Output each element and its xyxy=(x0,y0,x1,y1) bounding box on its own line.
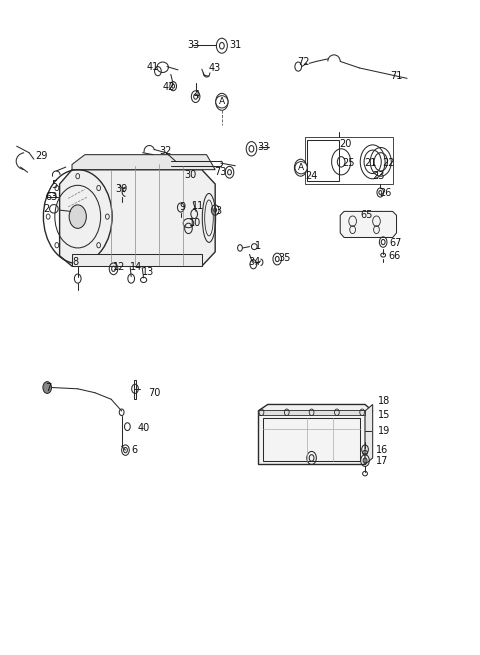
Text: 10: 10 xyxy=(189,218,201,228)
Text: 35: 35 xyxy=(278,253,290,263)
Text: 19: 19 xyxy=(378,426,391,436)
Text: 1: 1 xyxy=(255,241,262,251)
Text: 41: 41 xyxy=(147,62,159,71)
Text: 20: 20 xyxy=(339,139,352,149)
Polygon shape xyxy=(72,254,202,266)
Bar xyxy=(263,418,360,460)
Text: 12: 12 xyxy=(113,262,125,272)
Text: 18: 18 xyxy=(378,396,391,405)
Text: 2: 2 xyxy=(43,204,49,214)
Text: 26: 26 xyxy=(379,188,392,198)
Text: 63: 63 xyxy=(45,192,58,202)
Text: 43: 43 xyxy=(209,63,221,73)
Text: 13: 13 xyxy=(142,267,155,277)
Text: 32: 32 xyxy=(159,147,171,157)
Text: 24: 24 xyxy=(305,170,317,181)
Text: 29: 29 xyxy=(36,151,48,161)
Text: A: A xyxy=(298,163,304,172)
Text: 22: 22 xyxy=(382,158,395,168)
Circle shape xyxy=(69,205,86,229)
Text: 66: 66 xyxy=(388,252,400,261)
Text: 30: 30 xyxy=(185,170,197,180)
Text: 7: 7 xyxy=(45,383,51,392)
Text: 9: 9 xyxy=(180,202,186,212)
Text: 71: 71 xyxy=(390,71,403,81)
Text: 5: 5 xyxy=(51,180,57,191)
Text: 8: 8 xyxy=(72,257,78,267)
Text: 31: 31 xyxy=(229,40,242,50)
Text: 11: 11 xyxy=(192,201,204,211)
Polygon shape xyxy=(258,404,372,417)
Text: 70: 70 xyxy=(148,388,161,398)
Text: 39: 39 xyxy=(115,184,127,195)
Text: 65: 65 xyxy=(360,210,372,220)
Polygon shape xyxy=(258,411,365,464)
Text: 34: 34 xyxy=(249,257,261,267)
Polygon shape xyxy=(340,212,396,238)
Text: 33: 33 xyxy=(258,143,270,153)
Polygon shape xyxy=(72,155,215,170)
Text: 25: 25 xyxy=(342,158,355,168)
Polygon shape xyxy=(60,170,215,266)
Text: 3: 3 xyxy=(215,206,221,215)
Text: 23: 23 xyxy=(372,170,385,181)
Polygon shape xyxy=(365,404,372,464)
Bar xyxy=(307,140,339,181)
Text: 72: 72 xyxy=(297,57,310,67)
Text: 14: 14 xyxy=(130,263,143,272)
Bar xyxy=(305,137,393,184)
Text: A: A xyxy=(219,98,225,106)
Text: 33: 33 xyxy=(188,40,200,50)
Circle shape xyxy=(43,382,51,394)
Text: 40: 40 xyxy=(138,423,150,433)
Text: 6: 6 xyxy=(131,445,137,455)
Text: 21: 21 xyxy=(364,158,376,168)
Text: 73: 73 xyxy=(214,167,226,178)
Bar xyxy=(258,409,365,415)
Text: 16: 16 xyxy=(375,445,388,455)
Text: 4: 4 xyxy=(193,90,199,100)
Text: 17: 17 xyxy=(375,456,388,466)
Text: 15: 15 xyxy=(378,410,391,420)
Text: 67: 67 xyxy=(389,238,401,248)
Bar xyxy=(134,380,136,400)
Text: 42: 42 xyxy=(162,83,175,92)
